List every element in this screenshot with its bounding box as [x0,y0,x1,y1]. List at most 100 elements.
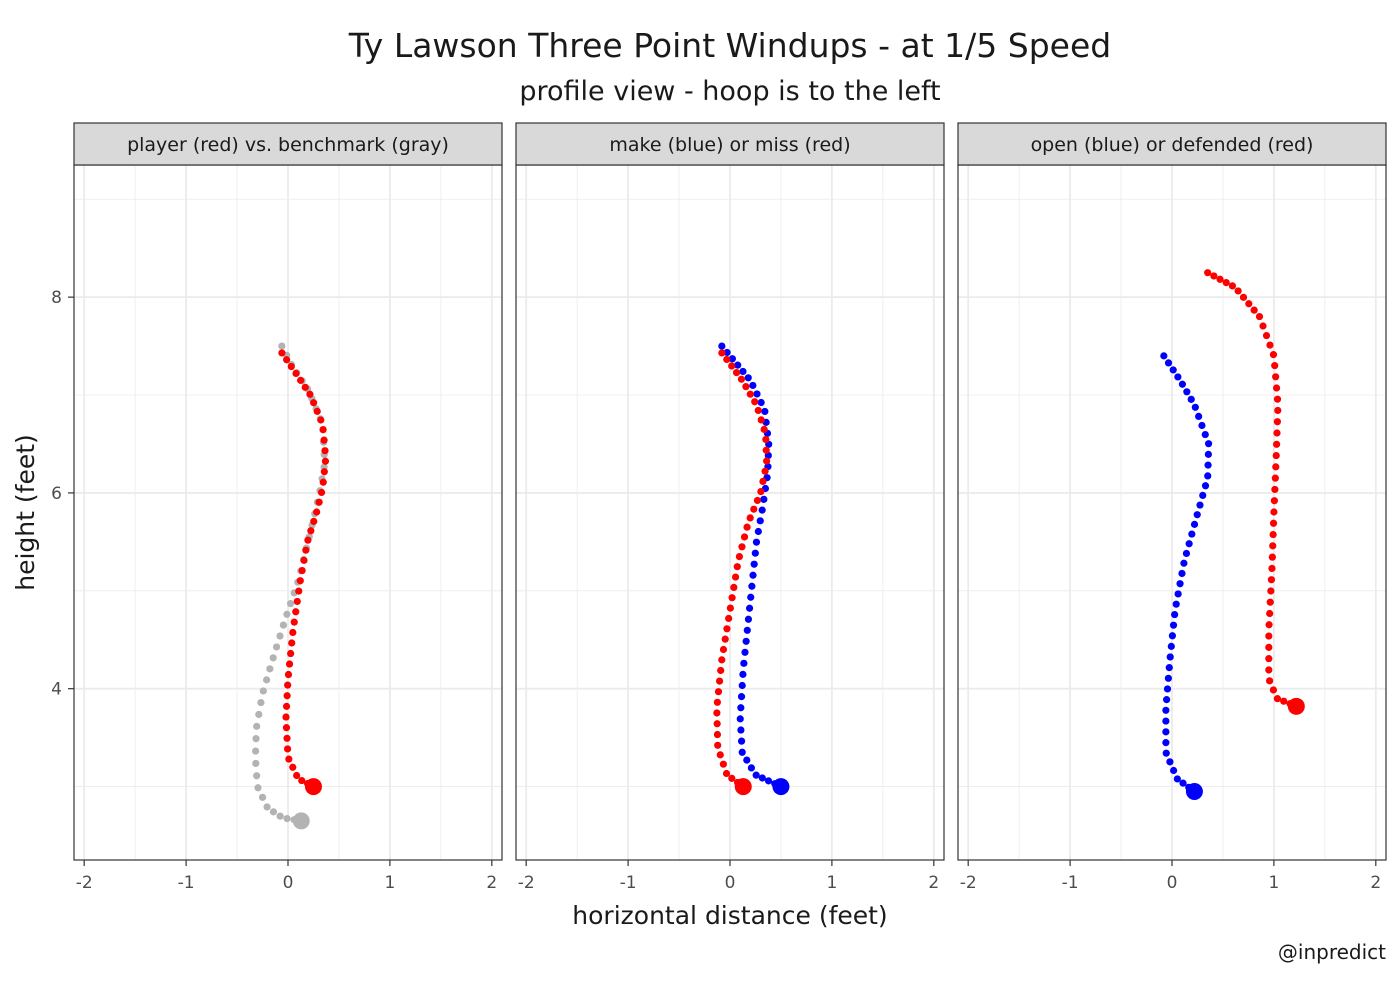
facet-strip-label: open (blue) or defended (red) [1031,134,1314,156]
data-point [1185,540,1193,548]
panel-1: player (red) vs. benchmark (gray) -2 -1 0 1 2… [51,122,503,893]
x-tick-label: 2 [1370,873,1381,893]
data-point [761,467,769,475]
data-point [760,425,768,433]
data-point [1266,677,1274,685]
data-point [302,546,310,554]
chart-subtitle: profile view - hoop is to the left [519,76,941,107]
data-point [723,355,731,364]
data-point [735,553,744,561]
data-point [319,425,327,434]
data-point [718,342,726,350]
data-point [284,681,292,689]
data-point [1162,749,1170,757]
data-point [287,362,295,371]
data-point [738,748,746,756]
data-point [740,533,749,541]
data-point [252,747,260,755]
data-point [751,398,759,406]
data-point [321,457,330,465]
data-point [1198,421,1206,430]
data-point [750,560,758,568]
data-point [287,649,295,658]
data-point [733,563,741,571]
data-point [728,355,737,363]
data-point [1201,482,1210,490]
data-point [1191,403,1199,411]
data-point [1160,352,1168,360]
data-point [754,527,762,536]
data-point [748,582,756,590]
data-point [1250,306,1258,314]
data-point [1163,696,1171,704]
data-point [738,543,746,551]
data-point [1174,373,1182,381]
data-point [762,446,770,454]
data-point [1201,430,1209,439]
data-point [736,715,744,723]
data-point [737,704,745,712]
data-point [1245,300,1253,308]
data-point [298,776,306,785]
data-point [1182,549,1191,558]
data-point [737,375,746,383]
data-point [1162,728,1170,736]
data-point [263,676,271,684]
data-point [313,508,321,516]
facet-strip-label: player (red) vs. benchmark (gray) [127,134,449,156]
data-point [288,639,296,647]
x-tick-label: -2 [960,873,977,893]
x-tick-label: 1 [1268,873,1279,893]
data-point [1273,695,1281,703]
data-point [1269,686,1278,694]
data-point [713,698,721,706]
data-point [283,745,292,753]
data-point [739,670,747,678]
data-point [1262,331,1271,340]
start-point-marker [292,812,310,830]
data-point [1174,590,1182,598]
data-point [747,593,755,601]
data-point [760,495,768,503]
data-point [719,645,728,654]
data-point [740,659,748,667]
data-point [1204,450,1212,458]
data-point [1269,519,1278,527]
data-point [254,784,262,792]
data-point [1280,697,1288,705]
data-point [269,808,278,816]
data-point [717,666,725,675]
data-point [758,774,766,782]
data-point [728,362,736,370]
data-point [313,407,321,415]
data-point [1162,706,1170,714]
data-point [1162,739,1170,747]
data-point [754,406,762,415]
data-point [747,764,755,772]
data-point [289,763,297,771]
data-point [713,709,721,717]
data-point [725,614,733,623]
data-point [1267,576,1276,584]
data-point [1270,497,1278,505]
data-point [1163,685,1172,693]
data-point [1165,664,1173,672]
data-point [279,621,288,629]
data-point [1188,530,1196,538]
data-point [310,399,318,407]
data-point [315,498,323,506]
data-point [297,376,305,384]
data-point [276,632,284,640]
data-point [1255,312,1264,321]
data-point [1265,655,1273,663]
panel-3: open (blue) or defended (red) -2 -1 0 1 2 [957,122,1387,893]
data-point [734,361,742,369]
data-point [1183,388,1191,396]
data-point [1210,272,1218,280]
data-point [272,643,281,651]
data-point [739,367,747,376]
data-point [730,583,738,591]
data-point [1204,269,1212,277]
facet-strip [957,122,1387,166]
start-point-marker [734,778,752,796]
